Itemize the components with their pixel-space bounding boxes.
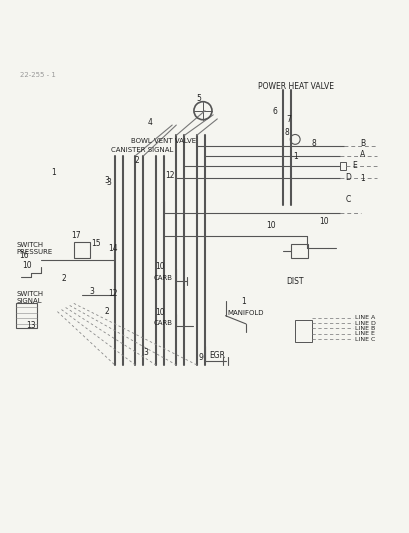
Text: CANISTER SIGNAL: CANISTER SIGNAL [110,147,173,152]
Text: 3: 3 [106,178,111,187]
Text: SWITCH
PRESSURE: SWITCH PRESSURE [16,241,52,255]
Text: 1: 1 [360,174,364,183]
Text: 17: 17 [71,231,81,240]
Text: EGR: EGR [209,351,225,360]
Text: LINE D: LINE D [354,320,375,326]
Text: D: D [345,173,351,182]
Text: 12: 12 [165,171,175,180]
Text: MANIFOLD: MANIFOLD [227,310,263,316]
Text: 22-255 - 1: 22-255 - 1 [20,72,56,78]
Text: LINE E: LINE E [354,331,373,336]
Text: 15: 15 [91,239,101,248]
Text: 3: 3 [143,348,148,357]
Text: DIST: DIST [286,277,303,286]
Text: 13: 13 [26,321,36,330]
Text: LINE B: LINE B [354,326,374,331]
Text: 2: 2 [61,274,66,284]
Text: 1: 1 [241,297,246,306]
Text: 1: 1 [292,152,297,161]
Text: 3: 3 [104,176,109,185]
Text: SWITCH
SIGNAL: SWITCH SIGNAL [16,290,43,304]
Text: CARB: CARB [153,274,172,281]
Text: 7: 7 [286,115,291,124]
Text: 2: 2 [135,156,139,165]
Text: 5: 5 [196,94,201,103]
Text: B: B [360,139,364,148]
Text: 1: 1 [51,168,56,177]
Text: 14: 14 [108,244,117,253]
Text: 9: 9 [198,353,203,362]
Text: 8: 8 [310,139,315,148]
Text: 4: 4 [147,118,152,127]
Text: LINE A: LINE A [354,315,374,320]
Text: 10: 10 [318,217,328,226]
Text: 3: 3 [90,287,94,296]
Bar [16,303,37,328]
Text: CARB: CARB [153,320,172,326]
Text: 16: 16 [19,251,29,260]
Text: 2: 2 [104,307,109,316]
Text: 10: 10 [155,308,164,317]
Bar [290,244,307,259]
Text: 6: 6 [272,107,276,116]
Text: POWER HEAT VALVE: POWER HEAT VALVE [258,82,333,91]
Text: 12: 12 [108,289,117,297]
Text: C: C [345,195,350,204]
Text: E: E [351,161,356,169]
Text: A: A [360,150,364,159]
Bar [74,242,90,259]
Text: 8: 8 [284,128,289,138]
Bar [339,162,346,170]
Bar [294,320,311,342]
Text: 10: 10 [265,221,275,230]
Text: LINE C: LINE C [354,336,374,342]
Text: 10: 10 [155,262,164,271]
Text: 10: 10 [22,261,31,270]
Text: BOWL VENT VALVE: BOWL VENT VALVE [131,139,196,144]
